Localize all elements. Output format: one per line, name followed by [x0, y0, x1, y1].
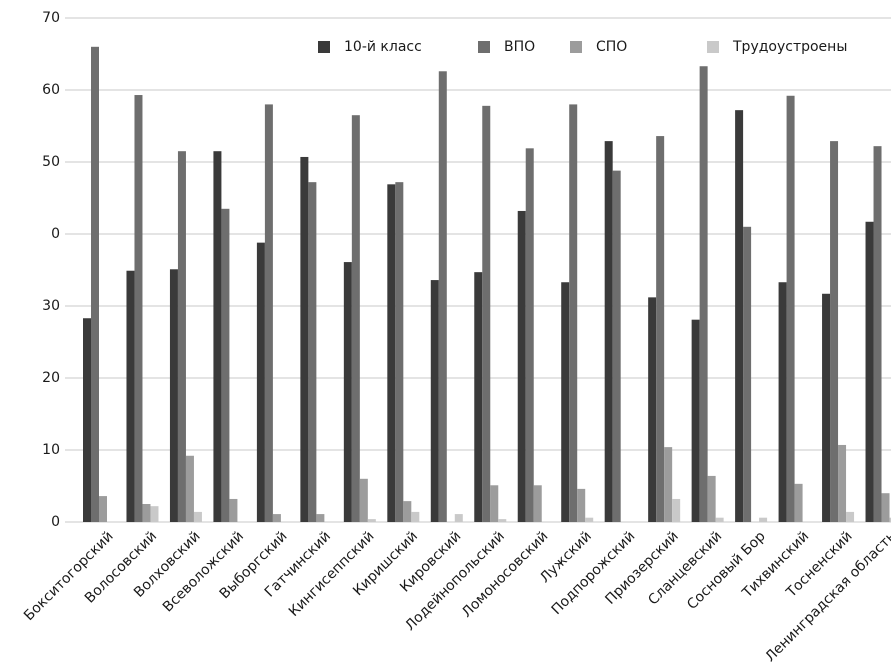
bar [316, 514, 325, 522]
bar [395, 182, 404, 522]
bar [656, 136, 665, 522]
legend-label: 10-й класс [344, 39, 422, 55]
y-tick-label: 60 [42, 82, 60, 98]
y-tick-label: 0 [51, 514, 60, 530]
bar [604, 141, 613, 522]
legend-label: СПО [596, 39, 627, 55]
bar [889, 517, 891, 522]
bar [822, 293, 831, 522]
bar [185, 455, 194, 522]
bar [430, 280, 439, 522]
bar [715, 517, 724, 522]
bar [525, 148, 534, 522]
bar [221, 208, 230, 523]
y-tick-label: 30 [42, 298, 60, 314]
bar [569, 104, 578, 523]
bar [585, 517, 594, 522]
bar [300, 156, 309, 522]
bar [707, 475, 716, 522]
bar [778, 282, 787, 522]
bar [256, 242, 265, 522]
bar [517, 210, 526, 522]
bar [830, 141, 839, 522]
bar [735, 110, 744, 522]
bar [264, 104, 273, 523]
bar [91, 46, 99, 523]
bar [351, 115, 360, 522]
bar [169, 269, 178, 522]
bar [498, 519, 507, 522]
bar [561, 282, 570, 522]
y-tick-label: 70 [42, 10, 60, 26]
bar [794, 483, 803, 522]
bar [134, 95, 143, 522]
bar [672, 498, 681, 522]
bar [664, 447, 673, 522]
bar [699, 66, 708, 523]
y-tick-label: 10 [42, 442, 60, 458]
bar [403, 501, 412, 522]
y-tick-label: 20 [42, 370, 60, 386]
bar [759, 517, 768, 522]
legend-swatch [570, 41, 582, 53]
bar [743, 226, 752, 523]
bar [99, 496, 107, 522]
bar [229, 498, 238, 522]
legend-swatch [318, 41, 330, 53]
bar [873, 146, 882, 522]
bar [193, 511, 202, 522]
legend-swatch [478, 41, 490, 53]
bar [838, 444, 847, 522]
bar [648, 297, 657, 522]
legend-label: ВПО [504, 39, 535, 55]
bar [213, 151, 222, 522]
bar [786, 95, 795, 522]
bar [533, 485, 542, 522]
bar [454, 514, 463, 522]
bar [359, 478, 368, 522]
bar [387, 184, 396, 522]
x-tick-label: Всеволожский [160, 528, 247, 615]
bar [881, 493, 890, 522]
legend-swatch [707, 41, 719, 53]
bar [691, 319, 700, 522]
bar [177, 151, 186, 522]
bar [343, 262, 352, 522]
bar [846, 511, 855, 522]
bar [367, 519, 376, 522]
x-tick-label: Сосновый Бор [684, 528, 769, 613]
y-tick-label: 50 [42, 154, 60, 170]
bar [865, 221, 874, 522]
bar [142, 504, 151, 522]
bar [83, 318, 91, 522]
bar [308, 182, 317, 522]
bar [482, 105, 491, 522]
bar [577, 488, 586, 522]
bar [438, 71, 447, 522]
bar [474, 272, 483, 522]
legend-label: Трудоустроены [732, 39, 847, 55]
bar [126, 270, 135, 522]
bar [272, 514, 281, 522]
bar [612, 170, 621, 522]
bar [411, 511, 420, 522]
bar [490, 485, 499, 522]
bar [150, 506, 159, 522]
y-tick-label: 0 [51, 226, 60, 242]
